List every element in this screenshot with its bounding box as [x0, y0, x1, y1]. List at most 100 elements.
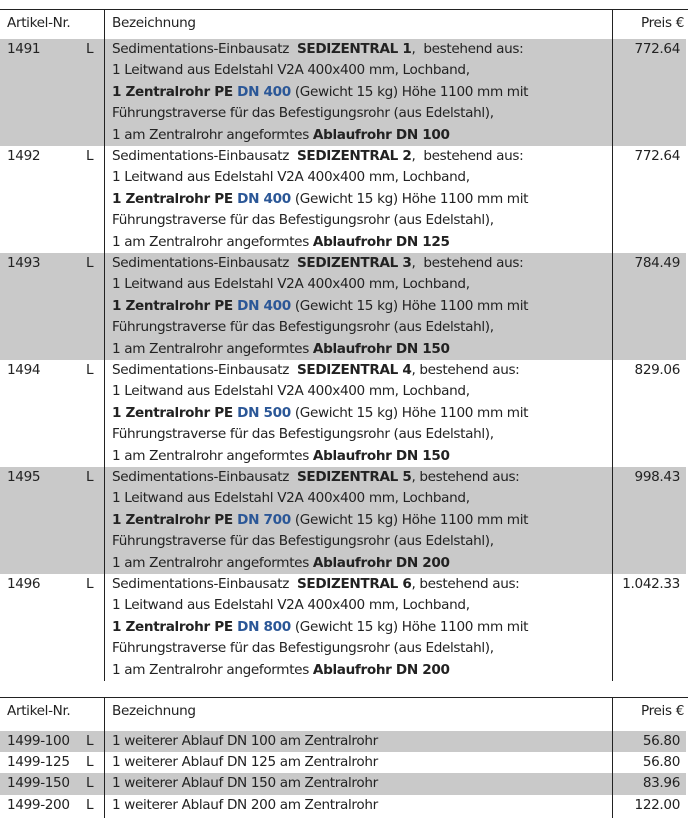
price: 83.96	[642, 775, 681, 792]
description-line: Führungstraverse für das Befestigungsroh…	[112, 638, 528, 659]
table-row: 1499-200 L 1 weiterer Ablauf DN 200 am Zen…	[0, 795, 686, 816]
price: 998.43	[634, 469, 681, 485]
emphasis-text: Ablaufrohr DN 200	[312, 661, 450, 678]
column-divider	[104, 697, 105, 818]
text-segment: Führungstraverse für das Befestigungsroh…	[112, 640, 494, 657]
price: 122.00	[634, 796, 681, 813]
emphasis-text: 1 Zentralrohr PE	[112, 618, 238, 635]
emphasis-text: SEDIZENTRAL 2	[296, 148, 412, 164]
table-row: 1493 L Sedimentations-Einbausatz SEDIZENTR…	[0, 253, 686, 360]
emphasis-text: Ablaufrohr DN 100	[312, 126, 450, 143]
stock-flag: L	[86, 148, 94, 164]
description-line: 1 am Zentralrohr angeformtes Ablaufrohr …	[112, 553, 528, 574]
description-line: 1 Leitwand aus Edelstahl V2A 400x400 mm,…	[112, 595, 528, 616]
text-segment: Sedimentations-Einbausatz	[112, 255, 297, 271]
header-artikel-nr: Artikel-Nr.	[7, 15, 71, 31]
description-line: Sedimentations-Einbausatz SEDIZENTRAL 4,…	[112, 360, 528, 381]
text-segment: 1 Leitwand aus Edelstahl V2A 400x400 mm,…	[112, 383, 470, 400]
text-segment: 1 Leitwand aus Edelstahl V2A 400x400 mm,…	[112, 169, 470, 186]
price: 772.64	[634, 148, 681, 164]
text-segment: 1 weiterer Ablauf DN 100 am Zentralrohr	[112, 733, 378, 749]
text-segment: Sedimentations-Einbausatz	[112, 362, 297, 378]
description-line: Führungstraverse für das Befestigungsroh…	[112, 103, 528, 124]
text-segment: 1 am Zentralrohr angeformtes	[112, 447, 313, 464]
emphasis-text: SEDIZENTRAL 1	[296, 41, 412, 57]
table-row: 1499-150 L 1 weiterer Ablauf DN 150 am Zen…	[0, 773, 686, 795]
text-segment: Führungstraverse für das Befestigungsroh…	[112, 319, 494, 336]
nominal-diameter: DN 400	[237, 190, 291, 207]
table-row: 1496 L Sedimentations-Einbausatz SEDIZENTR…	[0, 574, 686, 681]
stock-flag: L	[86, 576, 94, 592]
stock-flag: L	[86, 796, 94, 813]
article-number: 1495	[7, 469, 41, 485]
article-number: 1499-125	[7, 754, 70, 771]
description-line: Führungstraverse für das Befestigungsroh…	[112, 424, 528, 445]
text-segment: , bestehend aus:	[411, 41, 524, 57]
article-number: 1492	[7, 148, 41, 164]
text-segment: 1 Leitwand aus Edelstahl V2A 400x400 mm,…	[112, 62, 470, 79]
header-bezeichnung: Bezeichnung	[112, 15, 196, 31]
text-segment: Führungstraverse für das Befestigungsroh…	[112, 533, 494, 550]
description: 1 weiterer Ablauf DN 200 am Zentralrohr	[112, 795, 378, 816]
text-segment: 1 am Zentralrohr angeformtes	[112, 126, 313, 143]
description-line: 1 Zentralrohr PE DN 400 (Gewicht 15 kg) …	[112, 189, 528, 210]
price: 56.80	[642, 754, 681, 771]
description-line: 1 Leitwand aus Edelstahl V2A 400x400 mm,…	[112, 274, 528, 295]
description-line: 1 am Zentralrohr angeformtes Ablaufrohr …	[112, 660, 528, 681]
price: 829.06	[634, 362, 681, 378]
description-line: 1 weiterer Ablauf DN 150 am Zentralrohr	[112, 773, 378, 794]
article-number: 1491	[7, 41, 41, 57]
description-line: 1 am Zentralrohr angeformtes Ablaufrohr …	[112, 446, 528, 467]
description-line: Sedimentations-Einbausatz SEDIZENTRAL 6,…	[112, 574, 528, 595]
text-segment: 1 weiterer Ablauf DN 150 am Zentralrohr	[112, 775, 378, 792]
description-line: Sedimentations-Einbausatz SEDIZENTRAL 1,…	[112, 39, 528, 60]
text-segment: 1 weiterer Ablauf DN 200 am Zentralrohr	[112, 796, 378, 813]
text-segment: (Gewicht 15 kg) Höhe 1100 mm mit	[290, 190, 529, 207]
description-line: Sedimentations-Einbausatz SEDIZENTRAL 3,…	[112, 253, 528, 274]
description: Sedimentations-Einbausatz SEDIZENTRAL 3,…	[112, 253, 528, 360]
text-segment: Führungstraverse für das Befestigungsroh…	[112, 212, 494, 229]
emphasis-text: 1 Zentralrohr PE	[112, 511, 238, 528]
text-segment: , bestehend aus:	[411, 362, 520, 378]
stock-flag: L	[86, 469, 94, 485]
text-segment: Sedimentations-Einbausatz	[112, 41, 297, 57]
article-number: 1499-150	[7, 775, 70, 792]
text-segment: , bestehend aus:	[411, 255, 524, 271]
header-preis: Preis €	[641, 15, 684, 31]
description-line: 1 am Zentralrohr angeformtes Ablaufrohr …	[112, 339, 528, 360]
emphasis-text: SEDIZENTRAL 3	[296, 255, 412, 271]
description-line: Führungstraverse für das Befestigungsroh…	[112, 317, 528, 338]
description-line: 1 Zentralrohr PE DN 800 (Gewicht 15 kg) …	[112, 617, 528, 638]
description: Sedimentations-Einbausatz SEDIZENTRAL 4,…	[112, 360, 528, 467]
text-segment: Führungstraverse für das Befestigungsroh…	[112, 426, 494, 443]
text-segment: Sedimentations-Einbausatz	[112, 148, 297, 164]
table-top-rule	[0, 9, 688, 10]
column-divider	[612, 697, 613, 818]
text-segment: 1 am Zentralrohr angeformtes	[112, 554, 313, 571]
product-table-sedizentral: Artikel-Nr. Bezeichnung Preis € 1491 L Sed…	[0, 9, 688, 681]
stock-flag: L	[86, 41, 94, 57]
description-line: 1 weiterer Ablauf DN 125 am Zentralrohr	[112, 752, 378, 773]
text-segment: 1 Leitwand aus Edelstahl V2A 400x400 mm,…	[112, 276, 470, 293]
article-number: 1499-100	[7, 733, 70, 749]
price: 784.49	[634, 255, 681, 271]
price: 56.80	[642, 733, 681, 749]
text-segment: (Gewicht 15 kg) Höhe 1100 mm mit	[290, 618, 529, 635]
text-segment: (Gewicht 15 kg) Höhe 1100 mm mit	[290, 511, 529, 528]
table-row: 1495 L Sedimentations-Einbausatz SEDIZENTR…	[0, 467, 686, 574]
text-segment: , bestehend aus:	[411, 148, 524, 164]
stock-flag: L	[86, 733, 94, 749]
emphasis-text: 1 Zentralrohr PE	[112, 190, 238, 207]
emphasis-text: 1 Zentralrohr PE	[112, 404, 238, 421]
description-line: 1 weiterer Ablauf DN 100 am Zentralrohr	[112, 731, 378, 752]
emphasis-text: Ablaufrohr DN 200	[312, 554, 450, 571]
stock-flag: L	[86, 255, 94, 271]
article-number: 1499-200	[7, 796, 70, 813]
nominal-diameter: DN 400	[237, 297, 291, 314]
text-segment: 1 weiterer Ablauf DN 125 am Zentralrohr	[112, 754, 378, 771]
header-bezeichnung: Bezeichnung	[112, 703, 196, 719]
description-line: 1 Zentralrohr PE DN 700 (Gewicht 15 kg) …	[112, 510, 528, 531]
description-line: 1 Leitwand aus Edelstahl V2A 400x400 mm,…	[112, 488, 528, 509]
article-number: 1494	[7, 362, 41, 378]
